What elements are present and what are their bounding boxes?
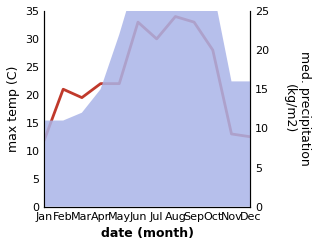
Y-axis label: max temp (C): max temp (C) <box>7 66 20 152</box>
Y-axis label: med. precipitation
(kg/m2): med. precipitation (kg/m2) <box>283 51 311 166</box>
X-axis label: date (month): date (month) <box>101 227 194 240</box>
